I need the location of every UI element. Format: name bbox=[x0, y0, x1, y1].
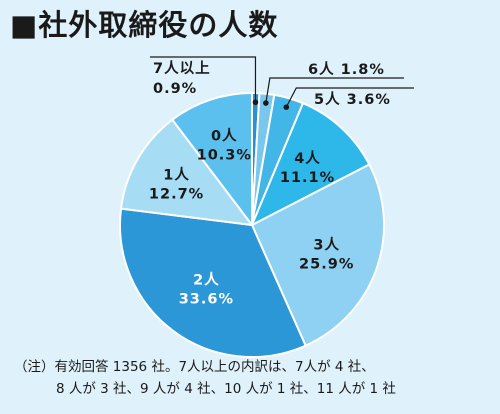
slice-value-8: 10.3% bbox=[197, 147, 252, 163]
slice-value-4: 11.1% bbox=[280, 170, 335, 186]
pie-slice-4 bbox=[250, 101, 371, 228]
slice-labels: 4人 11.1% 3人 25.9% 2人 33.6% 1人 12.7% 0人 10.3% 7人以上 0… bbox=[149, 60, 391, 307]
pie-slices bbox=[119, 91, 385, 358]
slice-label-6: 2人 bbox=[193, 271, 220, 288]
slice-label-4: 4人 bbox=[294, 150, 321, 167]
slice-value-5: 25.9% bbox=[299, 256, 354, 272]
pie-slice-6 bbox=[119, 207, 307, 358]
callout-line-2 bbox=[265, 77, 404, 104]
slice-label-3: 5人 3.6% bbox=[314, 91, 391, 108]
title-bar: ■社外取締役の人数 bbox=[0, 0, 500, 42]
slice-value-1: 0.9% bbox=[153, 81, 197, 97]
callout-lines bbox=[150, 56, 414, 110]
slice-label-2: 6人 1.8% bbox=[308, 61, 385, 78]
footnote: （注）有効回答 1356 社。7人以上の内訳は、7人が 4 社、 8 人が 3 … bbox=[14, 356, 494, 400]
callout-line-3 bbox=[285, 87, 414, 108]
slice-value-6: 33.6% bbox=[179, 291, 234, 307]
slice-value-7: 12.7% bbox=[149, 186, 204, 202]
footnote-line-1: （注）有効回答 1356 社。7人以上の内訳は、7人が 4 社、 bbox=[14, 359, 375, 375]
pie-slice-8 bbox=[170, 91, 253, 228]
footnote-line-2: 8 人が 3 社、9 人が 4 社、10 人が 1 社、11 人が 1 社 bbox=[56, 381, 396, 397]
slice-label-1: 7人以上 bbox=[153, 60, 211, 77]
slice-label-7: 1人 bbox=[163, 166, 190, 183]
pie-slice-7 bbox=[119, 118, 255, 227]
slice-label-8: 0人 bbox=[211, 127, 238, 144]
pie-slice-5 bbox=[250, 163, 385, 347]
chart-title: ■社外取締役の人数 bbox=[10, 8, 279, 42]
callout-line-1 bbox=[150, 56, 257, 103]
slice-label-5: 3人 bbox=[313, 236, 340, 253]
